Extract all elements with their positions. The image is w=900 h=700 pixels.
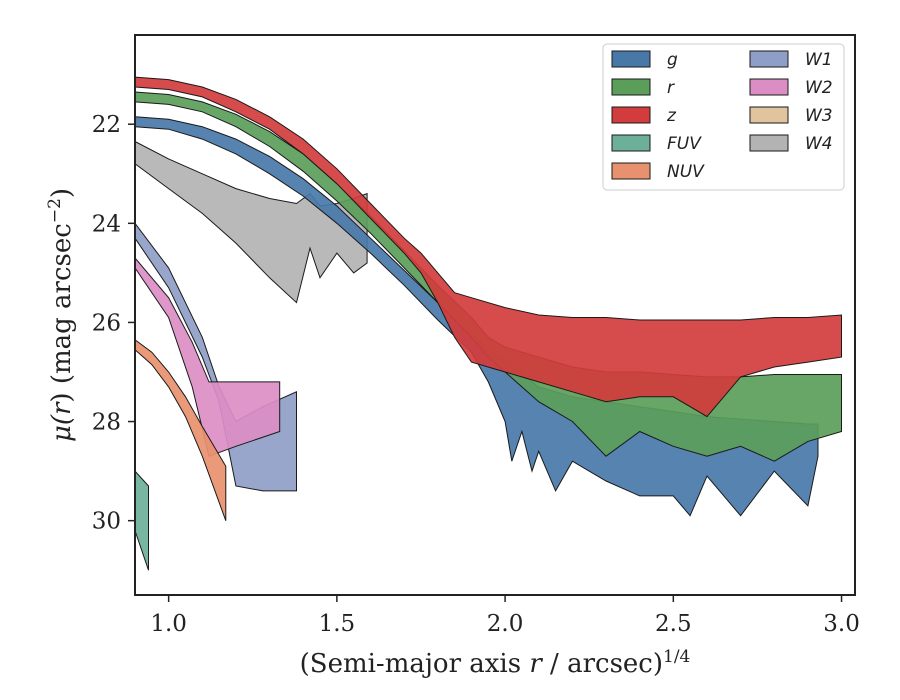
legend-swatch-nuv [611,162,651,180]
ticks-layer: 1.0 1.5 2.0 2.5 3.0 22 24 26 28 30 [92,112,860,637]
x-tick-label: 3.0 [823,611,860,637]
legend-swatch-g [611,50,651,68]
series-band-w4 [135,140,368,304]
legend-swatch-w3 [749,106,789,124]
legend-label-r: r [667,78,675,98]
x-tick-label: 2.5 [655,611,692,637]
y-axis-title: μ(r) (mag arcsec−2) [45,188,77,442]
legend-swatch-fuv [611,134,651,152]
legend-label-w2: W2 [805,78,833,98]
legend-swatch-w1 [749,50,789,68]
series-band-z [135,76,842,418]
legend-swatch-r [611,78,651,96]
legend-swatch-w2 [749,78,789,96]
y-tick-label: 22 [92,112,121,138]
y-tick-label: 28 [92,410,121,436]
legend-label-w4: W4 [805,134,833,154]
legend-label-nuv: NUV [667,162,705,182]
series-band-w2 [135,257,281,457]
series-band-nuv [135,339,227,521]
x-tick-label: 2.0 [487,611,524,637]
y-tick-label: 30 [92,509,121,535]
legend-label-g: g [667,50,678,70]
y-tick-label: 26 [92,310,121,336]
series-layer [135,76,842,571]
legend-swatch-w4 [749,134,789,152]
x-tick-label: 1.5 [319,611,356,637]
legend-label-w3: W3 [805,106,833,126]
legend-label-fuv: FUV [667,134,702,154]
series-band-fuv [135,470,149,571]
y-tick-label: 24 [92,211,121,237]
legend-swatch-z [611,106,651,124]
plot-frame [134,34,856,596]
x-axis-title: (Semi-major axis r / arcsec)1/4 [300,647,691,679]
legend-label-w1: W1 [805,50,833,70]
x-tick-label: 1.0 [150,611,187,637]
legend-label-z: z [666,106,677,126]
legend: grz FUV NUV W1 W2 W3 W4 [602,43,845,191]
